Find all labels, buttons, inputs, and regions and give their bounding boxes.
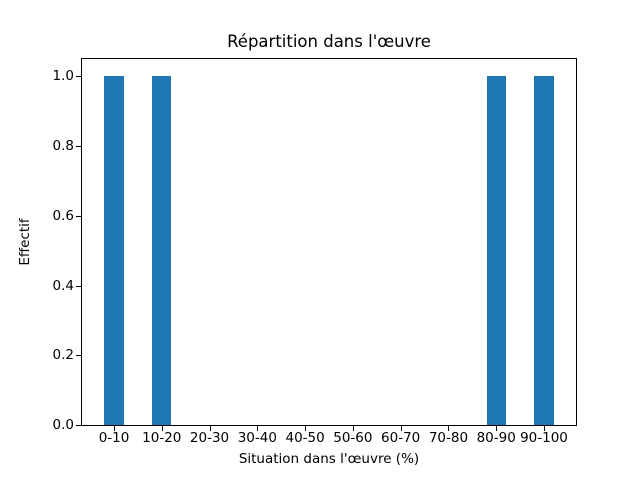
y-tick-label: 0.8 <box>52 138 74 155</box>
x-tick-mark <box>305 426 307 431</box>
x-tick-mark <box>448 426 450 431</box>
x-tick-label: 90-100 <box>520 430 568 446</box>
y-tick-label: 0.4 <box>52 277 74 294</box>
y-tick-label: 0.0 <box>52 417 74 433</box>
plot-area: 0-10 10-20 20-30 30-40 40-50 50-60 60-70 70-80 8… <box>53 58 577 446</box>
x-tick-mark <box>400 426 402 431</box>
bar-80-90 <box>486 76 506 425</box>
x-tick-label: 70-80 <box>428 430 469 446</box>
bar-0-10 <box>104 76 124 425</box>
bar-10-20 <box>152 76 172 425</box>
x-tick-mark <box>114 426 115 431</box>
x-tick-label: 30-40 <box>237 430 277 446</box>
x-tick-mark <box>352 426 354 431</box>
x-tick-mark <box>209 426 211 431</box>
y-tick-mark <box>76 76 81 78</box>
y-tick-mark <box>76 355 81 357</box>
x-tick-mark <box>543 426 545 431</box>
y-tick-mark <box>76 425 81 426</box>
x-tick-label: 10-20 <box>142 430 182 446</box>
y-tick-label: 0.2 <box>52 347 74 364</box>
x-tick-label: 60-70 <box>381 430 421 446</box>
chart-title: Répartition dans l'œuvre <box>227 32 431 51</box>
x-tick-label: 50-60 <box>333 430 373 446</box>
y-tick-label: 0.6 <box>52 207 74 224</box>
y-tick-mark <box>76 215 81 217</box>
bar-90-100 <box>534 76 554 425</box>
y-tick-mark <box>76 285 81 287</box>
y-axis-label: Effectif <box>17 218 33 266</box>
x-axis-label: Situation dans l'œuvre (%) <box>238 451 420 467</box>
x-tick-label: 0-10 <box>98 430 130 446</box>
x-tick-label: 20-30 <box>189 430 230 446</box>
x-tick-label: 40-50 <box>285 430 325 446</box>
x-tick-mark <box>161 426 163 431</box>
y-tick-label: 1.0 <box>52 68 74 85</box>
x-tick-label: 80-90 <box>476 430 516 446</box>
x-tick-mark <box>496 426 498 431</box>
y-tick-mark <box>76 146 81 148</box>
x-tick-mark <box>257 426 259 431</box>
